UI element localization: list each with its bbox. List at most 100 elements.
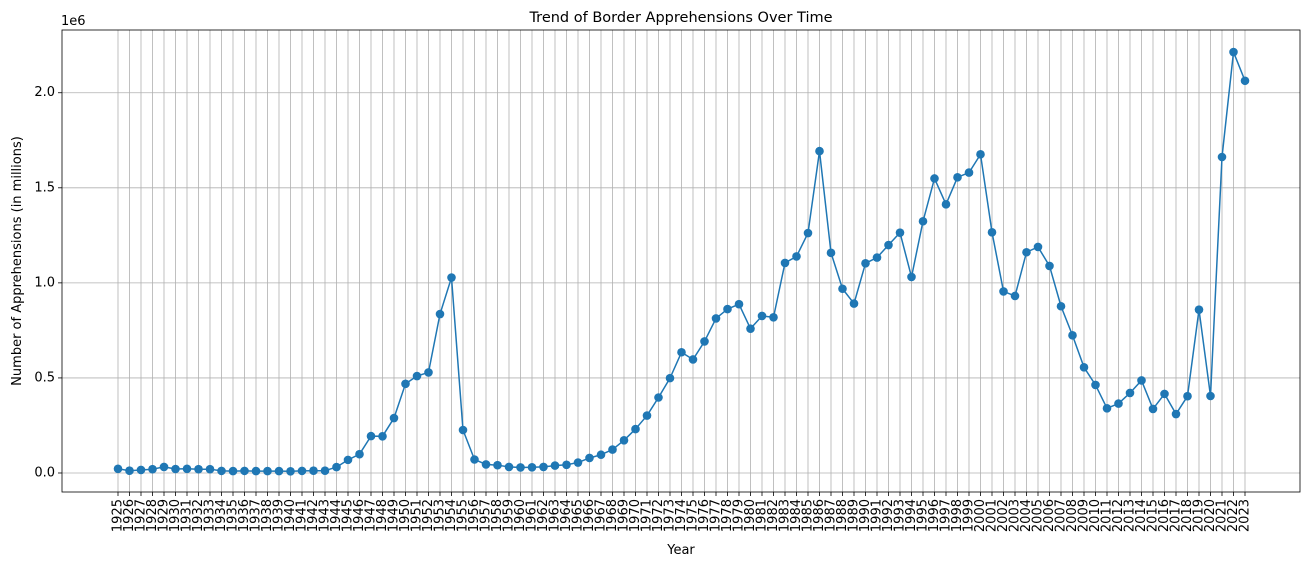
data-point [1125, 388, 1135, 398]
data-point [976, 150, 985, 159]
x-tick-label: 1934 [214, 499, 229, 532]
x-tick-label: 1978 [720, 499, 735, 532]
grid [62, 30, 1300, 492]
data-point [125, 466, 134, 476]
x-tick-label: 2008 [1065, 499, 1080, 532]
data-point [1022, 247, 1031, 257]
y-tick-label: 1.0 [34, 275, 55, 290]
x-tick-label: 1993 [893, 499, 908, 532]
data-point [424, 368, 433, 377]
data-point [757, 311, 767, 321]
x-tick-label: 2022 [1226, 499, 1241, 532]
y-axis-label: Number of Apprehensions (in millions) [10, 136, 25, 386]
x-tick-label: 1974 [674, 499, 689, 532]
data-point [1160, 389, 1169, 399]
x-axis-label: Year [666, 543, 695, 558]
data-point [792, 252, 801, 261]
chart-title: Trend of Border Apprehensions Over Time [528, 10, 832, 26]
data-point [148, 464, 157, 474]
data-point [1102, 404, 1112, 413]
x-tick-label: 1932 [191, 499, 206, 532]
data-point [320, 466, 330, 476]
x-tick-label: 1951 [410, 499, 425, 532]
data-point [826, 248, 836, 258]
data-point [815, 146, 824, 156]
x-tick-label: 1959 [502, 499, 517, 532]
x-tick-label: 1963 [548, 499, 563, 532]
x-tick-label: 1946 [352, 499, 367, 532]
x-tick-label: 1988 [835, 499, 850, 532]
data-point [1137, 376, 1146, 385]
data-point [286, 466, 295, 476]
data-point [654, 393, 663, 402]
x-tick-label: 2017 [1169, 499, 1184, 532]
data-point [665, 373, 675, 383]
x-tick-label: 1937 [249, 499, 264, 532]
x-tick-label: 1973 [663, 499, 678, 532]
data-point [378, 431, 387, 441]
data-point [596, 450, 606, 460]
data-point [550, 461, 560, 470]
data-point [251, 466, 261, 476]
data-point [1010, 291, 1020, 301]
x-tick-label: 1976 [697, 499, 712, 532]
data-point [1033, 242, 1043, 252]
x-tick-label: 1925 [111, 499, 126, 532]
x-tick-label: 1975 [686, 499, 701, 532]
data-point [987, 227, 997, 237]
x-tick-label: 1927 [134, 499, 149, 532]
data-point [838, 284, 847, 294]
x-tick-label: 2015 [1146, 499, 1161, 532]
data-point [228, 466, 238, 476]
x-tick-label: 1958 [490, 499, 505, 532]
data-point [619, 435, 629, 445]
x-tick-label: 1940 [283, 499, 298, 532]
data-point [562, 460, 571, 470]
x-tick-label: 2016 [1157, 499, 1172, 532]
axes: 1925192619271928192919301931193219331934… [34, 29, 1301, 532]
x-tick-label: 1952 [421, 499, 436, 532]
x-tick-label: 2006 [1042, 499, 1057, 532]
x-tick-label: 1945 [341, 499, 356, 532]
x-tick-label: 1954 [444, 499, 459, 532]
data-point [1229, 47, 1238, 57]
data-point [1068, 331, 1077, 340]
x-tick-label: 1968 [605, 499, 620, 532]
y-tick-label: 0.0 [34, 465, 55, 480]
data-point [895, 228, 905, 237]
x-tick-label: 2010 [1088, 499, 1103, 532]
data-point [608, 445, 617, 454]
data-point [803, 228, 813, 238]
x-tick-label: 1964 [559, 499, 574, 532]
x-tick-label: 2023 [1238, 499, 1253, 532]
x-tick-label: 1991 [870, 499, 885, 532]
x-tick-label: 1950 [398, 499, 413, 532]
x-tick-label: 1962 [536, 499, 551, 532]
x-tick-label: 1942 [306, 499, 321, 532]
plot-frame [61, 29, 1301, 493]
y-offset-label: 1e6 [61, 14, 86, 29]
x-tick-label: 2000 [973, 499, 988, 532]
x-tick-label: 2011 [1100, 499, 1115, 532]
x-tick-label: 1969 [617, 499, 632, 532]
data-point [734, 299, 744, 309]
x-tick-label: 1986 [812, 499, 827, 532]
data-point [573, 458, 583, 467]
data-point [585, 453, 594, 463]
data-point [711, 314, 721, 323]
x-tick-label: 1957 [479, 499, 494, 532]
data-point [1240, 76, 1250, 86]
data-point [1114, 399, 1123, 408]
data-point [481, 460, 491, 469]
data-point [527, 462, 537, 472]
y-tick-label: 0.5 [34, 370, 55, 385]
x-tick-label: 2004 [1019, 499, 1034, 532]
x-tick-label: 1949 [387, 499, 402, 532]
x-tick-label: 2020 [1203, 499, 1218, 532]
x-tick-label: 2018 [1180, 499, 1195, 532]
x-tick-label: 2003 [1008, 499, 1023, 532]
x-tick-label: 1971 [640, 499, 655, 532]
data-point [539, 462, 548, 472]
data-point [907, 272, 916, 282]
